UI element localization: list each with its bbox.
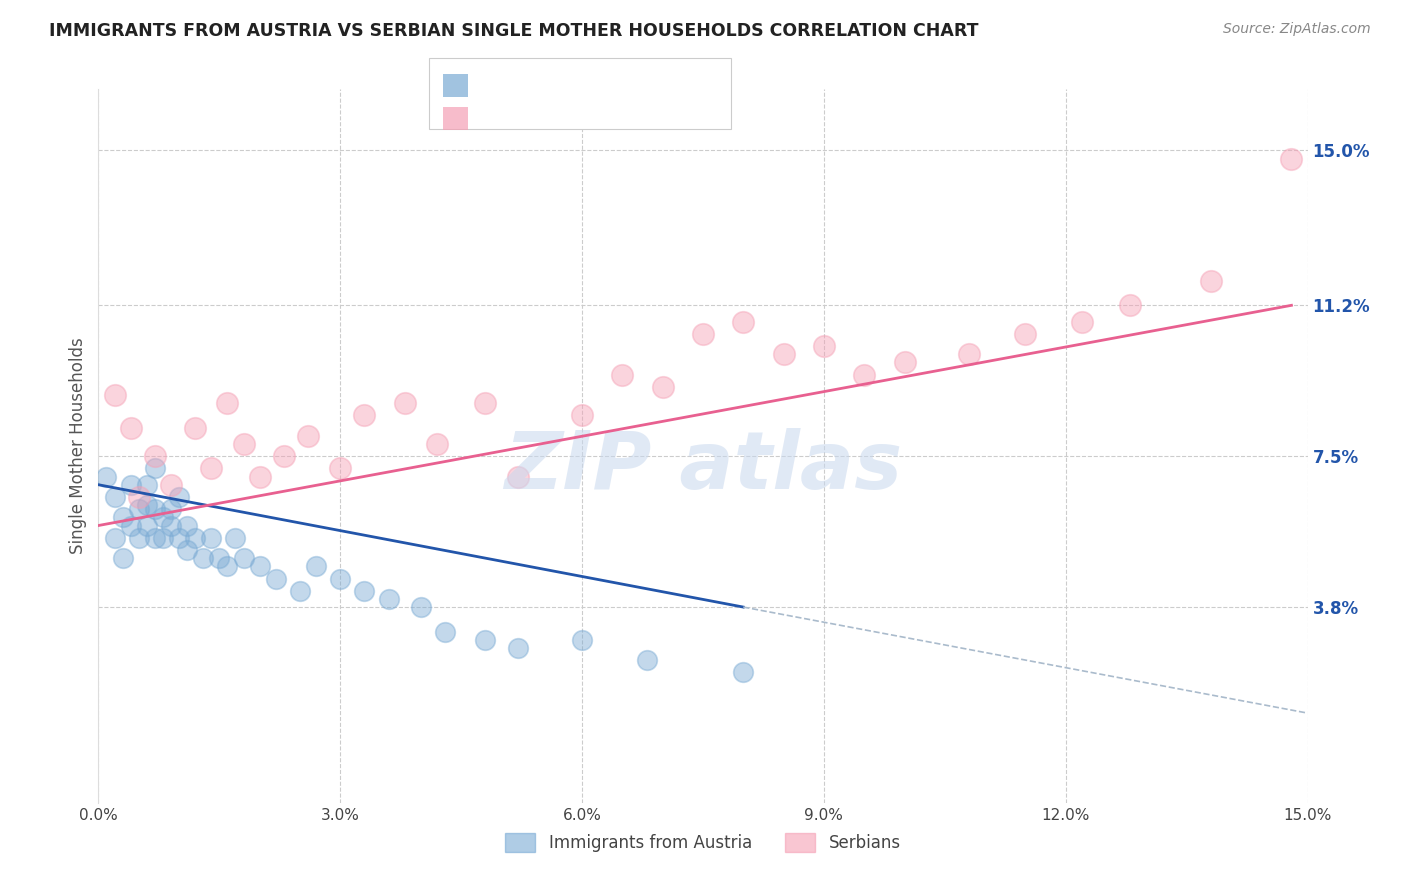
Point — [143, 531, 166, 545]
Y-axis label: Single Mother Households: Single Mother Households — [69, 338, 87, 554]
Point — [167, 531, 190, 545]
Point — [305, 559, 328, 574]
Point — [264, 572, 287, 586]
Point — [143, 461, 166, 475]
Point — [160, 518, 183, 533]
Point — [217, 559, 239, 574]
Point — [893, 355, 915, 369]
Point — [273, 449, 295, 463]
Point — [733, 665, 755, 680]
Point — [571, 409, 593, 423]
Text: R =   0.426   N = 33: R = 0.426 N = 33 — [479, 109, 685, 128]
Point — [111, 551, 134, 566]
Point — [474, 632, 496, 647]
Point — [193, 551, 215, 566]
Point — [200, 461, 222, 475]
Point — [353, 583, 375, 598]
Point — [160, 502, 183, 516]
Point — [167, 490, 190, 504]
Point — [128, 531, 150, 545]
Point — [329, 461, 352, 475]
Point — [103, 531, 125, 545]
Point — [288, 583, 311, 598]
Point — [249, 559, 271, 574]
Point — [96, 469, 118, 483]
Legend: Immigrants from Austria, Serbians: Immigrants from Austria, Serbians — [499, 826, 907, 859]
Point — [692, 326, 714, 341]
Point — [111, 510, 134, 524]
Point — [1070, 315, 1092, 329]
Point — [184, 531, 207, 545]
Point — [813, 339, 835, 353]
Point — [120, 518, 142, 533]
Point — [1014, 326, 1036, 341]
Point — [135, 477, 157, 491]
Point — [135, 518, 157, 533]
Point — [353, 409, 375, 423]
Point — [120, 477, 142, 491]
Point — [1281, 152, 1303, 166]
Point — [426, 437, 449, 451]
Point — [297, 429, 319, 443]
Point — [128, 502, 150, 516]
Point — [143, 449, 166, 463]
Point — [377, 591, 399, 606]
Point — [152, 510, 174, 524]
Point — [160, 477, 183, 491]
Point — [232, 437, 254, 451]
Point — [176, 543, 198, 558]
Point — [636, 653, 658, 667]
Point — [217, 396, 239, 410]
Text: IMMIGRANTS FROM AUSTRIA VS SERBIAN SINGLE MOTHER HOUSEHOLDS CORRELATION CHART: IMMIGRANTS FROM AUSTRIA VS SERBIAN SINGL… — [49, 22, 979, 40]
Point — [135, 498, 157, 512]
Point — [103, 490, 125, 504]
Point — [394, 396, 416, 410]
Point — [612, 368, 634, 382]
Point — [434, 624, 457, 639]
Point — [772, 347, 794, 361]
Point — [853, 368, 876, 382]
Point — [120, 420, 142, 434]
Point — [176, 518, 198, 533]
Point — [184, 420, 207, 434]
Point — [506, 469, 529, 483]
Point — [1119, 298, 1142, 312]
Point — [224, 531, 246, 545]
Point — [506, 640, 529, 655]
Text: R =  -0.282   N = 44: R = -0.282 N = 44 — [479, 76, 686, 95]
Point — [651, 380, 673, 394]
Point — [957, 347, 980, 361]
Point — [249, 469, 271, 483]
Point — [474, 396, 496, 410]
Point — [232, 551, 254, 566]
Point — [152, 531, 174, 545]
Text: ZIP atlas: ZIP atlas — [503, 428, 903, 507]
Point — [200, 531, 222, 545]
Point — [208, 551, 231, 566]
Point — [733, 315, 755, 329]
Point — [329, 572, 352, 586]
Point — [143, 502, 166, 516]
Point — [571, 632, 593, 647]
Point — [1199, 274, 1222, 288]
Point — [103, 388, 125, 402]
Point — [128, 490, 150, 504]
Text: Source: ZipAtlas.com: Source: ZipAtlas.com — [1223, 22, 1371, 37]
Point — [409, 600, 432, 615]
